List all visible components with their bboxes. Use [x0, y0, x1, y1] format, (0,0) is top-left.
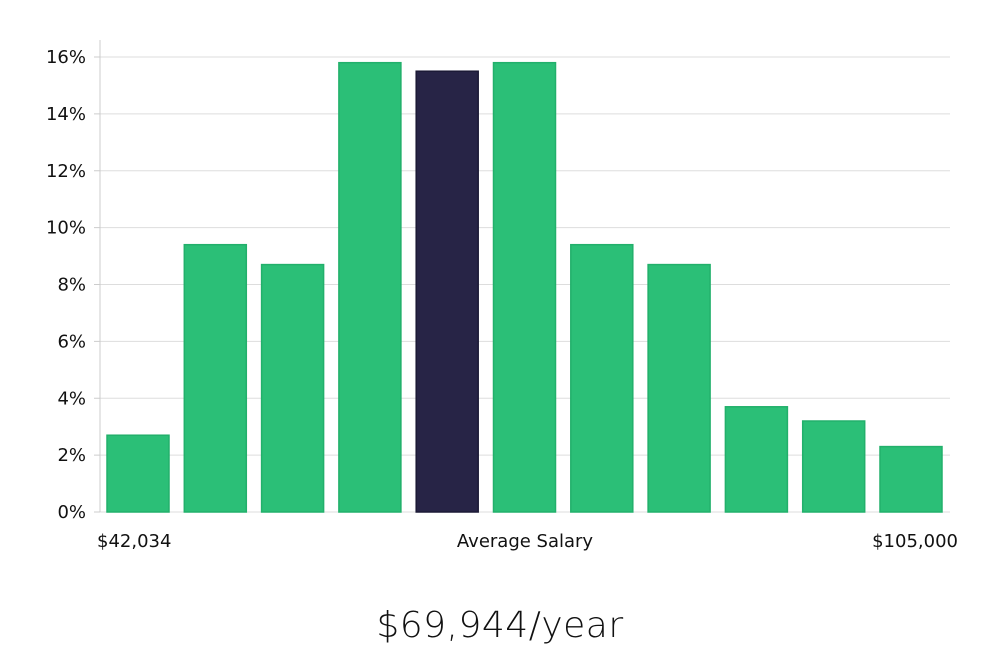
y-tick-label: 6%	[57, 331, 86, 352]
y-tick-label: 2%	[57, 445, 86, 466]
bar	[879, 445, 943, 513]
bar-average	[415, 70, 479, 513]
bar	[183, 243, 248, 513]
bar	[338, 61, 402, 513]
x-label-average: Average Salary	[457, 531, 594, 552]
average-salary-value: $69,944/year	[376, 605, 624, 646]
bar	[260, 263, 325, 513]
y-tick-label: 0%	[57, 502, 86, 523]
y-tick-label: 12%	[46, 161, 86, 182]
y-tick-label: 8%	[57, 275, 86, 296]
bar	[106, 434, 170, 513]
x-label-max: $105,000	[872, 531, 958, 552]
y-axis-tick-labels: 0% 2% 4% 6% 8% 10% 12% 14% 16%	[46, 47, 100, 523]
x-label-min: $42,034	[97, 531, 171, 552]
y-tick-label: 14%	[46, 104, 86, 125]
bars	[106, 61, 943, 513]
bar	[724, 406, 789, 513]
bar	[801, 420, 866, 513]
y-tick-label: 16%	[46, 47, 86, 68]
salary-distribution-chart: 0% 2% 4% 6% 8% 10% 12% 14% 16% $42,034 Average S…	[46, 40, 958, 552]
y-tick-label: 4%	[57, 388, 86, 409]
bar	[570, 243, 634, 513]
y-tick-label: 10%	[46, 218, 86, 239]
bar	[492, 61, 557, 513]
bar	[647, 263, 711, 513]
